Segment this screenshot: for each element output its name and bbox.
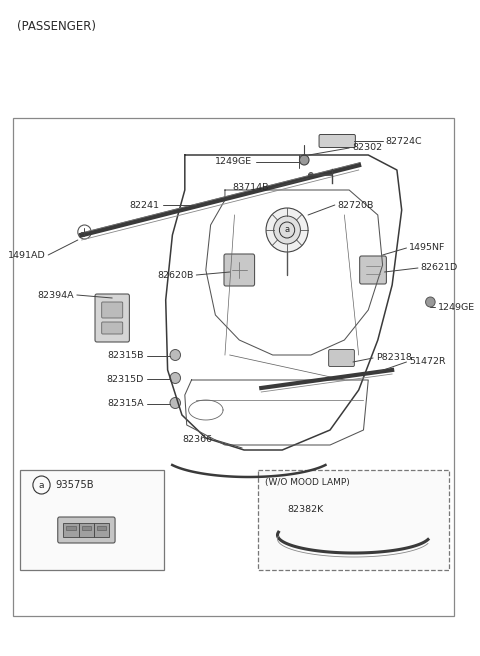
- Text: 82315B: 82315B: [107, 352, 144, 361]
- Text: a: a: [285, 226, 289, 234]
- FancyBboxPatch shape: [319, 134, 355, 148]
- Text: (W/O MOOD LAMP): (W/O MOOD LAMP): [265, 478, 350, 487]
- Circle shape: [309, 173, 313, 178]
- Bar: [94, 523, 109, 537]
- FancyBboxPatch shape: [329, 350, 354, 367]
- Circle shape: [170, 398, 180, 409]
- Circle shape: [170, 350, 180, 361]
- FancyBboxPatch shape: [102, 322, 123, 334]
- Text: 51472R: 51472R: [409, 358, 446, 367]
- Circle shape: [279, 222, 295, 238]
- Circle shape: [300, 155, 309, 165]
- Text: 1495NF: 1495NF: [409, 243, 446, 253]
- Text: 82620B: 82620B: [157, 270, 193, 279]
- Text: 82366: 82366: [182, 436, 213, 445]
- Bar: [79, 523, 94, 537]
- Text: 82724C: 82724C: [385, 136, 422, 146]
- Text: 82315A: 82315A: [107, 400, 144, 409]
- Bar: [82, 526, 91, 530]
- Text: 82382K: 82382K: [287, 506, 324, 514]
- FancyBboxPatch shape: [224, 254, 254, 286]
- FancyBboxPatch shape: [102, 302, 123, 318]
- Text: 93575B: 93575B: [55, 480, 94, 490]
- Text: 1249GE: 1249GE: [215, 157, 252, 167]
- Text: 82720B: 82720B: [338, 201, 374, 209]
- Text: 82621D: 82621D: [421, 264, 458, 272]
- Circle shape: [266, 208, 308, 252]
- Bar: [97, 526, 107, 530]
- Text: 82394A: 82394A: [37, 291, 74, 300]
- Bar: [13, 118, 454, 616]
- Text: 1491AD: 1491AD: [8, 251, 45, 260]
- FancyBboxPatch shape: [58, 517, 115, 543]
- Bar: [21, 470, 164, 570]
- Text: 82302: 82302: [352, 144, 382, 152]
- Text: 1249GE: 1249GE: [438, 302, 475, 312]
- Circle shape: [274, 216, 300, 244]
- Circle shape: [170, 373, 180, 384]
- Bar: [66, 526, 76, 530]
- Text: (PASSENGER): (PASSENGER): [17, 20, 96, 33]
- Bar: [258, 470, 449, 570]
- Circle shape: [426, 297, 435, 307]
- Text: 83714B: 83714B: [232, 184, 269, 192]
- Text: P82318: P82318: [376, 354, 412, 363]
- Bar: [63, 523, 79, 537]
- FancyBboxPatch shape: [95, 294, 130, 342]
- FancyBboxPatch shape: [360, 256, 386, 284]
- Text: 82241: 82241: [129, 201, 159, 209]
- Text: a: a: [39, 480, 44, 489]
- Text: 82315D: 82315D: [107, 375, 144, 384]
